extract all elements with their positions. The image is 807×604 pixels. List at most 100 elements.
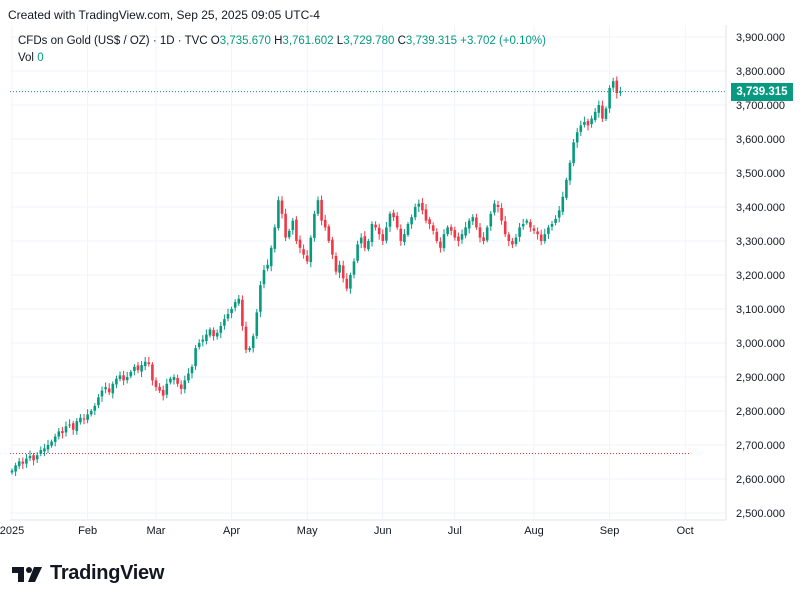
x-tick-label: Aug [524,525,544,537]
candle-body [32,455,35,461]
candle-body [104,387,107,390]
price-axis[interactable]: 2,500.000 2,600.000 2,700.000 2,800.000 2,90… [725,25,785,520]
candle-body [161,389,165,396]
candle-body [417,203,421,207]
candle-body [478,227,482,238]
candle-body [356,244,359,261]
candle-body [179,384,183,389]
candle-body [64,426,68,433]
tradingview-logo[interactable]: TradingView [12,562,164,585]
candle-body [482,237,485,241]
candle-body [413,207,417,218]
x-tick-label: Mar [147,525,166,537]
candle-body [183,380,187,390]
candle-body [593,111,597,120]
candle-body [601,105,604,119]
candle-body [154,380,158,388]
candle-body [525,220,529,223]
candle-body [511,241,514,245]
y-tick-label: 2,900.000 [736,372,785,384]
candle-body [277,200,280,229]
y-tick-label: 3,200.000 [736,270,785,282]
candle-body [118,375,122,380]
candle-body [223,319,226,326]
candle-body [518,227,521,237]
candle-body [532,228,536,231]
candle-body [338,264,341,273]
low-label: L [336,35,344,47]
volume-legend: Vol 0 [18,52,44,64]
created-with-header: Created with TradingView.com, Sep 25, 20… [8,8,320,22]
grid-lines [10,25,726,520]
candle-body [115,378,118,385]
candle-body [521,224,525,227]
candle-body [586,120,590,126]
tradingview-logo-icon [12,566,42,582]
candle-body [453,230,457,238]
candle-body [97,397,100,406]
candle-body [169,378,172,383]
candle-body [496,204,500,207]
candle-body [503,221,507,235]
open-label: O [210,35,220,47]
candle-body [241,299,244,326]
candle-body [215,332,219,337]
candle-body [568,162,572,181]
candle-body [331,239,334,255]
candle-body [259,285,262,312]
candle-body [583,122,586,125]
candle-body [406,224,410,235]
candle-body [122,375,125,381]
candle-body [266,264,269,269]
candle-body [392,212,395,218]
candle-body [151,364,154,381]
candle-body [28,455,32,459]
change-value: +3.702 (+0.10%) [460,35,546,47]
candle-body [287,230,291,238]
candle-body [255,312,259,336]
candle-body [460,234,464,240]
candle-body [604,108,608,119]
volume-value: 0 [37,52,44,64]
candle-body [561,196,565,212]
candle-body [298,239,302,248]
candle-body [341,265,345,279]
candle-body [143,361,147,367]
symbol-label: CFDs on Gold (US$ / OZ) · 1D · TVC [18,35,208,47]
time-axis[interactable]: 2025 Feb Mar Apr May Jun Jul Aug Sep Oct [0,519,726,537]
candles [10,76,622,476]
y-tick-label: 3,700.000 [736,100,785,112]
ohlc-legend: CFDs on Gold (US$ / OZ) · 1D · TVC O3,73… [18,35,546,47]
candle-body [176,378,179,384]
volume-label: Vol [18,52,34,64]
candle-body [172,377,176,381]
candle-body [619,91,622,93]
y-tick-label: 2,800.000 [736,406,785,418]
candle-body [190,366,194,374]
y-tick-label: 2,700.000 [736,440,785,452]
candle-body [565,179,568,198]
candle-body [93,405,97,411]
candle-body [100,390,104,397]
candle-body [608,88,611,109]
candle-body [205,334,208,341]
candle-body [410,217,413,225]
candle-body [547,227,550,234]
candle-body [529,221,532,228]
high-label: H [274,35,283,47]
candle-body [233,302,237,308]
candle-body [327,226,331,241]
x-tick-label: Oct [677,525,694,537]
candle-body [35,455,39,460]
candle-body [590,118,593,125]
candle-body [10,470,14,473]
candle-body [475,217,478,228]
candle-body [251,336,255,349]
candle-body [550,224,554,227]
candle-body [421,202,424,211]
candle-body [597,105,601,113]
candle-body [208,329,212,336]
candle-body [89,411,93,415]
y-tick-label: 3,400.000 [736,202,785,214]
